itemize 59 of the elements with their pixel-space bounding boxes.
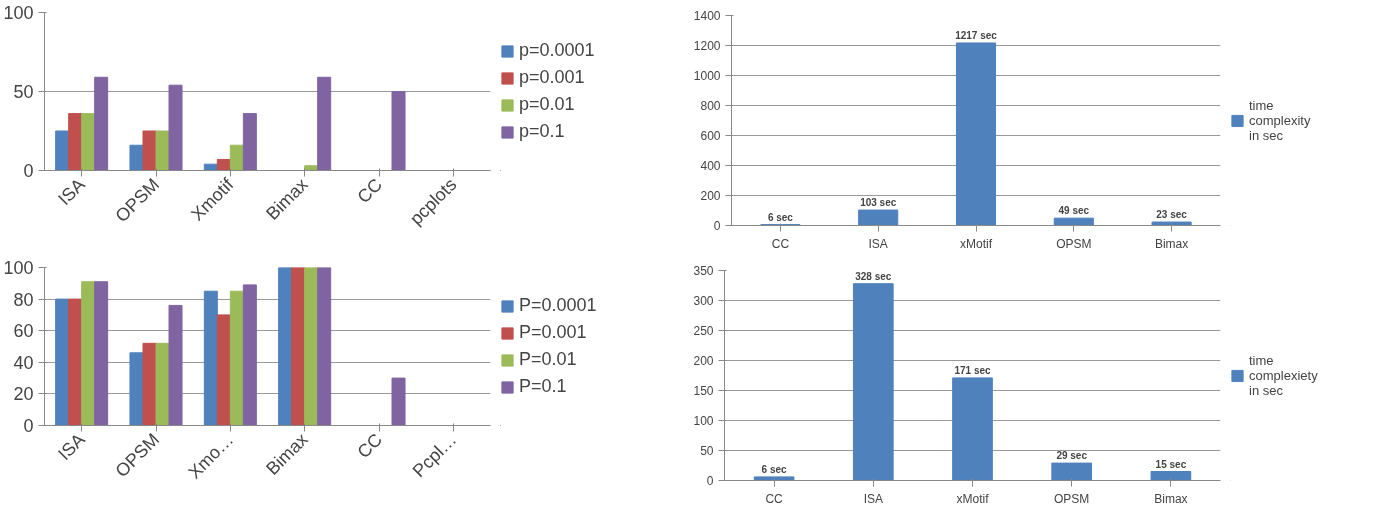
y-tick-label: 0 xyxy=(23,416,34,436)
y-tick-label: 0 xyxy=(713,219,721,233)
y-tick-label: 300 xyxy=(693,294,714,308)
y-tick-label: 0 xyxy=(706,474,714,488)
data-label: 29 sec xyxy=(1056,450,1088,462)
data-label: 1217 sec xyxy=(955,29,998,41)
y-tick-label: 100 xyxy=(3,3,34,23)
data-label: 49 sec xyxy=(1058,205,1090,217)
x-tick-label: OPSM xyxy=(1054,491,1090,506)
data-label: 6 sec xyxy=(767,211,794,223)
y-tick-label: 600 xyxy=(700,129,721,143)
legend-label: P=0.01 xyxy=(519,349,577,370)
data-label: 23 sec xyxy=(1156,209,1188,221)
data-label: 328 sec xyxy=(855,270,892,282)
y-tick-label: 150 xyxy=(693,384,714,398)
y-tick-label: 50 xyxy=(13,82,34,102)
y-tick-label: 400 xyxy=(700,159,721,173)
y-tick-label: 800 xyxy=(700,99,721,113)
data-label: 15 sec xyxy=(1155,458,1187,470)
y-tick-label: 1200 xyxy=(693,39,721,53)
y-tick-label: 1400 xyxy=(693,9,721,23)
y-tick-label: 350 xyxy=(693,264,714,278)
x-tick-label: ISA xyxy=(863,491,883,506)
x-tick-label: CC xyxy=(771,236,790,251)
x-tick-label: Bimax xyxy=(1154,236,1189,251)
y-tick-label: 200 xyxy=(693,354,714,368)
legend-label: p=0.01 xyxy=(519,94,575,115)
y-tick-label: 100 xyxy=(3,258,34,278)
y-tick-label: 40 xyxy=(13,352,34,373)
x-tick-label: ISA xyxy=(54,174,89,210)
y-tick-label: 1000 xyxy=(693,69,721,83)
y-tick-label: 80 xyxy=(13,289,34,310)
x-tick-label: xMotif xyxy=(960,236,993,251)
data-label: 6 sec xyxy=(761,463,788,475)
y-tick-label: 60 xyxy=(13,321,34,342)
legend-label: time complexiety in sec xyxy=(1249,352,1318,398)
x-tick-label: CC xyxy=(353,429,387,462)
x-tick-label: ISA xyxy=(54,429,89,465)
data-label: 103 sec xyxy=(860,197,897,209)
data-label: 171 sec xyxy=(954,364,992,376)
x-tick-label: ISA xyxy=(868,236,888,251)
legend-label: P=0.0001 xyxy=(519,295,597,316)
y-tick-label: 200 xyxy=(700,189,721,203)
x-tick-label: Bimax xyxy=(1154,491,1188,506)
legend-label: P=0.1 xyxy=(519,376,567,397)
legend-label: P=0.001 xyxy=(519,322,587,343)
x-tick-label: CC xyxy=(353,174,387,207)
y-tick-label: 20 xyxy=(13,384,34,405)
y-tick-label: 100 xyxy=(693,414,714,428)
x-tick-label: OPSM xyxy=(1056,236,1092,251)
x-tick-label: xMotif xyxy=(956,491,990,506)
y-tick-label: 250 xyxy=(693,324,714,338)
y-tick-label: 0 xyxy=(23,161,34,181)
legend-label: p=0.0001 xyxy=(519,40,595,61)
legend-label: p=0.001 xyxy=(519,67,585,88)
legend-label: p=0.1 xyxy=(519,121,565,142)
y-tick-label: 50 xyxy=(700,444,714,458)
x-tick-label: CC xyxy=(765,491,784,506)
legend-label: time complexity in sec xyxy=(1249,97,1311,143)
